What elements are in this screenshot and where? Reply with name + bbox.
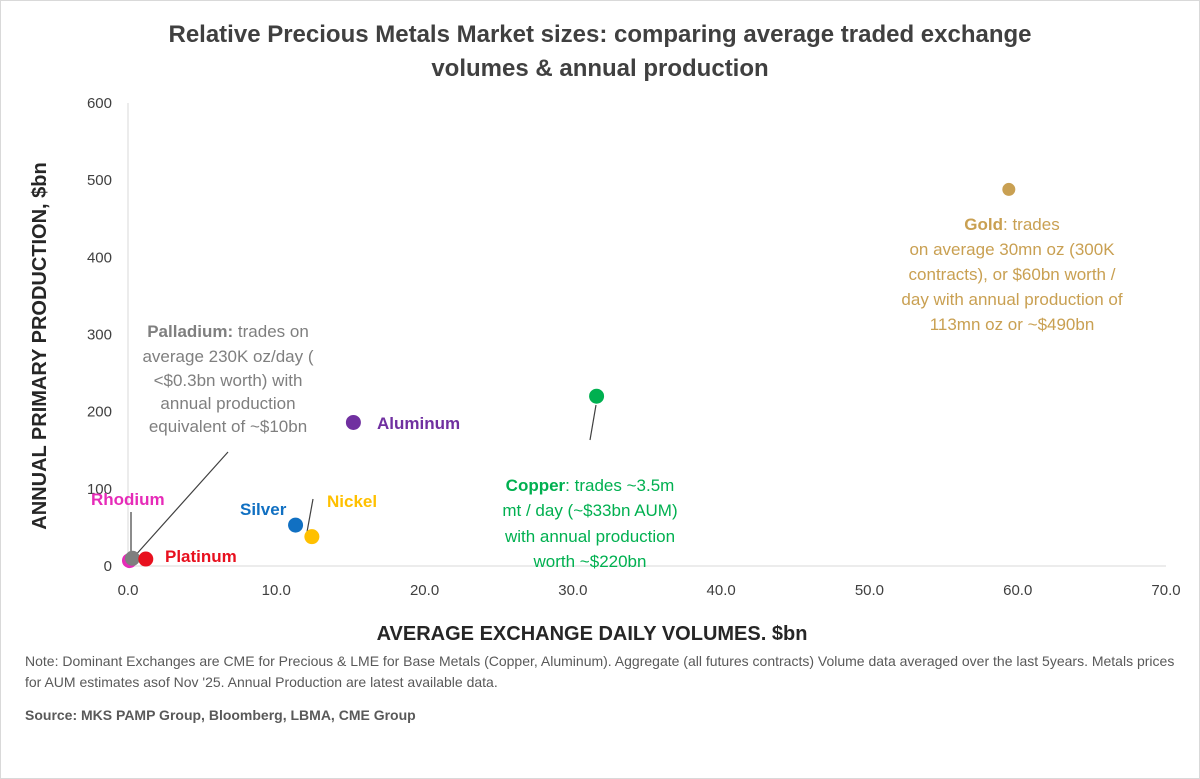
gold-annotation-line1: Gold: trades [964,215,1059,234]
palladium-annotation-bold: Palladium: [147,322,233,341]
copper-annotation-line4: worth ~$220bn [533,552,647,571]
gold-annotation-line2: on average 30mn oz (300K [909,240,1115,259]
label-nickel: Nickel [327,492,377,511]
y-tick-labels: 0 100 200 300 400 500 600 [87,95,112,575]
point-palladium [124,550,140,566]
label-aluminum: Aluminum [377,414,460,433]
x-axis-title: AVERAGE EXCHANGE DAILY VOLUMES, $bn [377,623,808,640]
y-tick-label: 0 [104,558,112,575]
copper-annotation: Copper: trades ~3.5m mt / day (~$33bn AU… [502,476,677,571]
chart-title: Relative Precious Metals Market sizes: c… [100,18,1100,86]
copper-annotation-rest: : trades ~3.5m [565,476,674,495]
copper-annotation-line3: with annual production [504,527,675,546]
nickel-leader-line [306,498,314,533]
palladium-annotation-line4: annual production [160,394,295,413]
label-silver: Silver [240,500,287,519]
label-rhodium: Rhodium [91,490,165,509]
point-gold [1002,182,1016,196]
copper-annotation-line1: Copper: trades ~3.5m [506,476,675,495]
scatter-chart: 0.0 10.0 20.0 30.0 40.0 50.0 60.0 70.0 0 100 200 3… [29,95,1181,640]
leader-lines [130,404,597,559]
axes [127,103,1166,567]
palladium-annotation-rest: trades on [233,322,309,341]
y-tick-label: 200 [87,404,112,421]
gold-annotation-bold: Gold [964,215,1003,234]
x-tick-label: 30.0 [558,582,587,599]
gold-annotation-rest: : trades [1003,215,1060,234]
palladium-annotation-line1: Palladium: trades on [147,322,309,341]
copper-leader-line [589,404,597,441]
y-tick-label: 300 [87,327,112,344]
copper-annotation-bold: Copper [506,476,566,495]
gold-annotation-line4: day with annual production of [901,290,1122,309]
palladium-annotation: Palladium: trades on average 230K oz/day… [142,322,313,436]
point-aluminum [345,414,361,430]
footnote: Note: Dominant Exchanges are CME for Pre… [25,653,1175,690]
x-tick-label: 0.0 [118,582,139,599]
data-points [121,182,1016,569]
x-tick-label: 50.0 [855,582,884,599]
y-tick-label: 500 [87,172,112,189]
y-tick-label: 100 [87,481,112,498]
point-silver [288,517,304,533]
x-tick-labels: 0.0 10.0 20.0 30.0 40.0 50.0 60.0 70.0 [118,582,1181,599]
x-tick-label: 40.0 [707,582,736,599]
x-tick-label: 60.0 [1003,582,1032,599]
y-tick-label: 400 [87,249,112,266]
point-nickel [304,529,320,545]
gold-annotation-line5: 113mn oz or ~$490bn [930,315,1095,334]
chart-title-line1: Relative Precious Metals Market sizes: c… [168,21,1032,48]
label-platinum: Platinum [165,547,237,566]
palladium-annotation-line5: equivalent of ~$10bn [149,417,307,436]
palladium-annotation-line3: <$0.3bn worth) with [154,371,303,390]
source-note: Source: MKS PAMP Group, Bloomberg, LBMA,… [25,707,416,723]
copper-annotation-line2: mt / day (~$33bn AUM) [502,501,677,520]
point-platinum [138,551,154,567]
gold-annotation: Gold: trades on average 30mn oz (300K co… [901,215,1122,334]
gold-annotation-line3: contracts), or $60bn worth / [909,265,1116,284]
chart-title-line2: volumes & annual production [431,55,769,82]
x-tick-label: 20.0 [410,582,439,599]
palladium-annotation-line2: average 230K oz/day ( [142,347,313,366]
y-axis-title: ANNUAL PRIMARY PRODUCTION, $bn [29,162,51,529]
x-tick-label: 10.0 [262,582,291,599]
x-tick-label: 70.0 [1151,582,1180,599]
point-copper [589,388,605,404]
palladium-leader-line [132,451,229,559]
y-tick-label: 600 [87,95,112,112]
